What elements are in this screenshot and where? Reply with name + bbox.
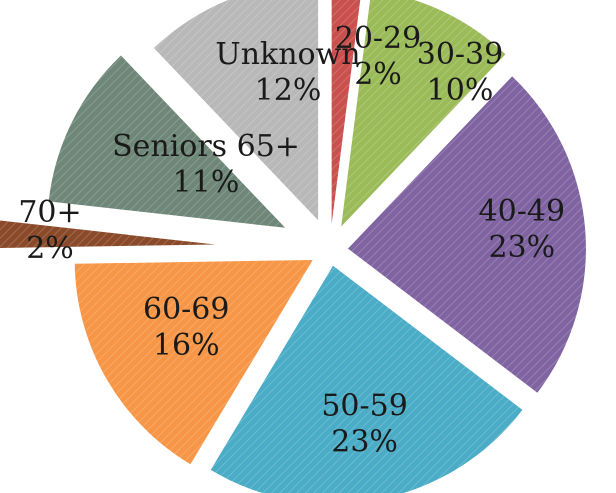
- slice-percent-label: 16%: [153, 328, 220, 363]
- slice-label: 60-69 16%: [143, 292, 229, 363]
- pie-slices: [0, 0, 586, 493]
- pie-slice-texture: [341, 0, 506, 227]
- slice-category-label: Seniors 65+: [112, 129, 300, 164]
- slice-category-label: 50-59: [321, 388, 407, 423]
- slice-percent-label: 11%: [173, 165, 240, 200]
- slice-percent-label: 23%: [488, 230, 555, 265]
- slice-label: 50-59 23%: [321, 388, 407, 459]
- slice-category-label: 40-49: [479, 194, 565, 229]
- pie-slice-texture: [210, 265, 523, 493]
- slice-percent-label: 2%: [354, 57, 402, 92]
- slice-percent-label: 12%: [255, 73, 322, 108]
- slice-label: Unknown 12%: [215, 37, 360, 108]
- slice-category-label: 30-39: [417, 37, 503, 72]
- slice-percent-label: 2%: [26, 231, 74, 266]
- slice-category-label: 20-29: [335, 21, 421, 56]
- slice-category-label: 60-69: [143, 292, 229, 327]
- slice-percent-label: 23%: [331, 424, 398, 459]
- slice-category-label: Unknown: [215, 37, 360, 72]
- pie-slice-texture: [153, 0, 319, 221]
- pie-slice-texture: [48, 55, 286, 228]
- pie-slice-texture: [331, 0, 361, 225]
- slice-label: Seniors 65+ 11%: [112, 129, 300, 200]
- pie-slice-texture: [0, 220, 216, 248]
- slice-percent-label: 10%: [427, 73, 494, 108]
- slice-category-label: 70+: [18, 195, 81, 230]
- slice-label: 70+ 2%: [18, 195, 81, 266]
- slice-label: 20-29 2%: [335, 21, 421, 92]
- pie-slice-texture: [74, 260, 313, 465]
- pie-labels: 20-29 2%30-39 10%40-49 23%50-59 23%60-69 16%7…: [18, 21, 565, 459]
- slice-label: 30-39 10%: [417, 37, 503, 108]
- pie-slice-texture: [347, 76, 586, 393]
- slice-label: 40-49 23%: [479, 194, 565, 265]
